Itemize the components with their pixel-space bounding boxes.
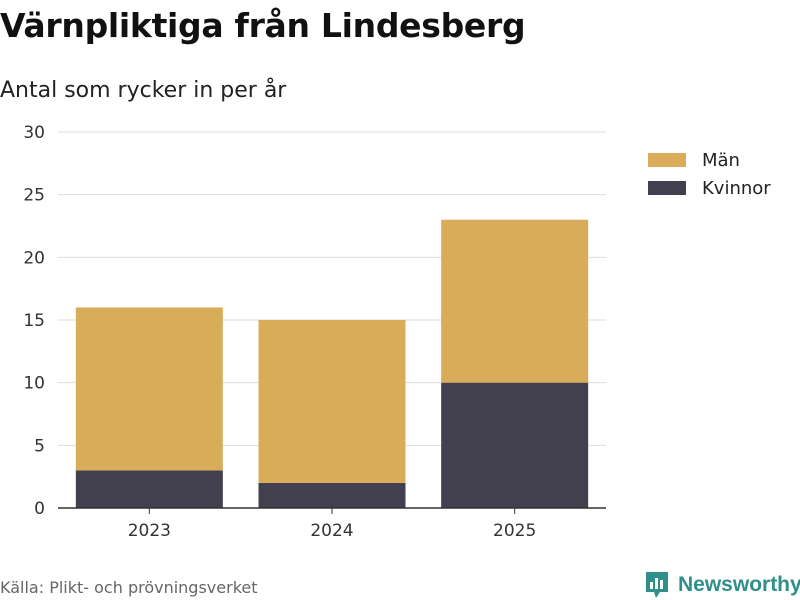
source-note: Källa: Plikt- och prövningsverket	[0, 578, 258, 597]
legend: Män Kvinnor	[648, 146, 771, 202]
y-tick-label: 25	[23, 186, 45, 206]
legend-swatch-man	[648, 153, 686, 167]
bar-kvinnor-2024	[258, 482, 406, 508]
y-tick-label: 10	[23, 374, 45, 394]
legend-item-man: Män	[648, 146, 771, 174]
newsworthy-logo-icon	[646, 572, 668, 598]
x-tick-label: 2024	[310, 521, 353, 541]
y-tick-label: 15	[23, 311, 45, 331]
chart-title: Värnpliktiga från Lindesberg	[0, 6, 526, 45]
brand-name: Newsworthy	[678, 573, 800, 596]
legend-label-kvinnor: Kvinnor	[702, 177, 771, 199]
bar-kvinnor-2025	[441, 382, 589, 508]
y-tick-label: 20	[23, 248, 45, 268]
chart-subtitle: Antal som rycker in per år	[0, 78, 287, 103]
legend-item-kvinnor: Kvinnor	[648, 174, 771, 202]
legend-label-man: Män	[702, 149, 740, 171]
bar-m-n-2025	[441, 219, 589, 383]
bar-kvinnor-2023	[75, 470, 223, 508]
bar-m-n-2023	[75, 307, 223, 471]
x-tick-label: 2023	[128, 521, 171, 541]
legend-swatch-kvinnor	[648, 181, 686, 195]
y-tick-label: 0	[34, 499, 45, 519]
bar-m-n-2024	[258, 320, 406, 483]
y-tick-label: 30	[23, 123, 45, 143]
x-tick-label: 2025	[493, 521, 536, 541]
newsworthy-logo[interactable]: Newsworthy	[644, 570, 800, 600]
y-tick-label: 5	[34, 436, 45, 456]
